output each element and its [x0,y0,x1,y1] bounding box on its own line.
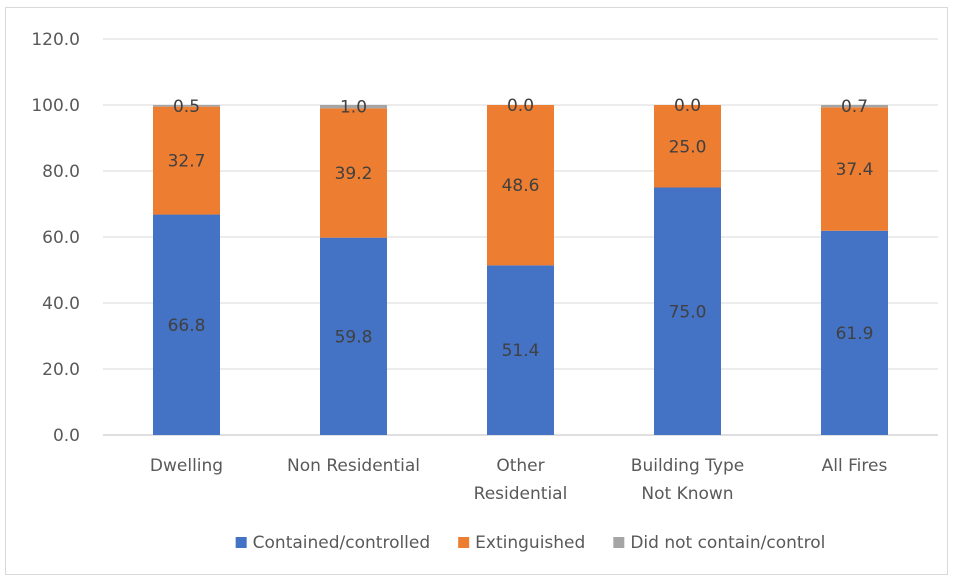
bar-segment [320,237,387,435]
data-label: 0.7 [841,97,868,117]
bar-segment [153,214,220,435]
x-tick-label: Non Residential [287,456,420,476]
x-tick-label: Residential [474,484,568,504]
x-tick-label: Other [496,456,544,476]
data-label: 66.8 [168,316,206,336]
bar-segment [153,106,220,215]
data-label: 48.6 [502,176,540,196]
data-label: 59.8 [335,327,373,347]
x-tick-label: All Fires [822,456,888,476]
bar-segment [821,105,888,108]
data-label: 32.7 [168,152,206,172]
legend-label: Extinguished [475,533,585,553]
data-label: 0.5 [173,97,200,117]
y-tick-label: 80.0 [42,162,80,182]
data-label: 37.4 [836,160,874,180]
x-axis-labels: Dwelling Non Residential Other Residential B… [150,456,888,504]
legend-label: Contained/controlled [253,533,431,553]
legend: Contained/controlled Extinguished Did not … [235,533,825,553]
bar-segment [654,187,721,435]
legend-label: Did not contain/control [630,533,825,553]
y-tick-label: 20.0 [42,360,80,380]
data-labels: 66.8 32.7 0.5 59.8 39.2 1.0 51.4 48.6 0.0 75.0 25.… [168,96,874,361]
legend-swatch [613,537,625,548]
bar-segment [487,265,554,435]
y-tick-label: 60.0 [42,228,80,248]
y-tick-label: 40.0 [42,294,80,314]
bars [153,105,888,435]
bar-segment [654,105,721,188]
bar-segment [821,230,888,435]
bar-segment [153,105,220,107]
x-tick-label: Dwelling [150,456,223,476]
bar-segment [487,105,554,266]
y-tick-label: 100.0 [31,96,80,116]
data-label: 0.0 [674,96,701,116]
y-tick-label: 120.0 [31,30,80,50]
bar-segment [821,107,888,231]
data-label: 1.0 [340,98,367,118]
legend-swatch [235,537,247,548]
data-label: 39.2 [335,164,373,184]
bar-segment [320,105,387,109]
bar-segment [320,108,387,238]
y-tick-label: 0.0 [53,426,80,446]
data-label: 51.4 [502,341,540,361]
data-label: 75.0 [669,302,707,322]
legend-swatch [458,537,470,548]
y-axis-ticks: 0.0 20.0 40.0 60.0 80.0 100.0 120.0 [31,30,80,446]
x-tick-label: Building Type [631,456,744,476]
x-tick-label: Not Known [641,484,733,504]
data-label: 25.0 [669,137,707,157]
data-label: 0.0 [507,96,534,116]
data-label: 61.9 [836,324,874,344]
